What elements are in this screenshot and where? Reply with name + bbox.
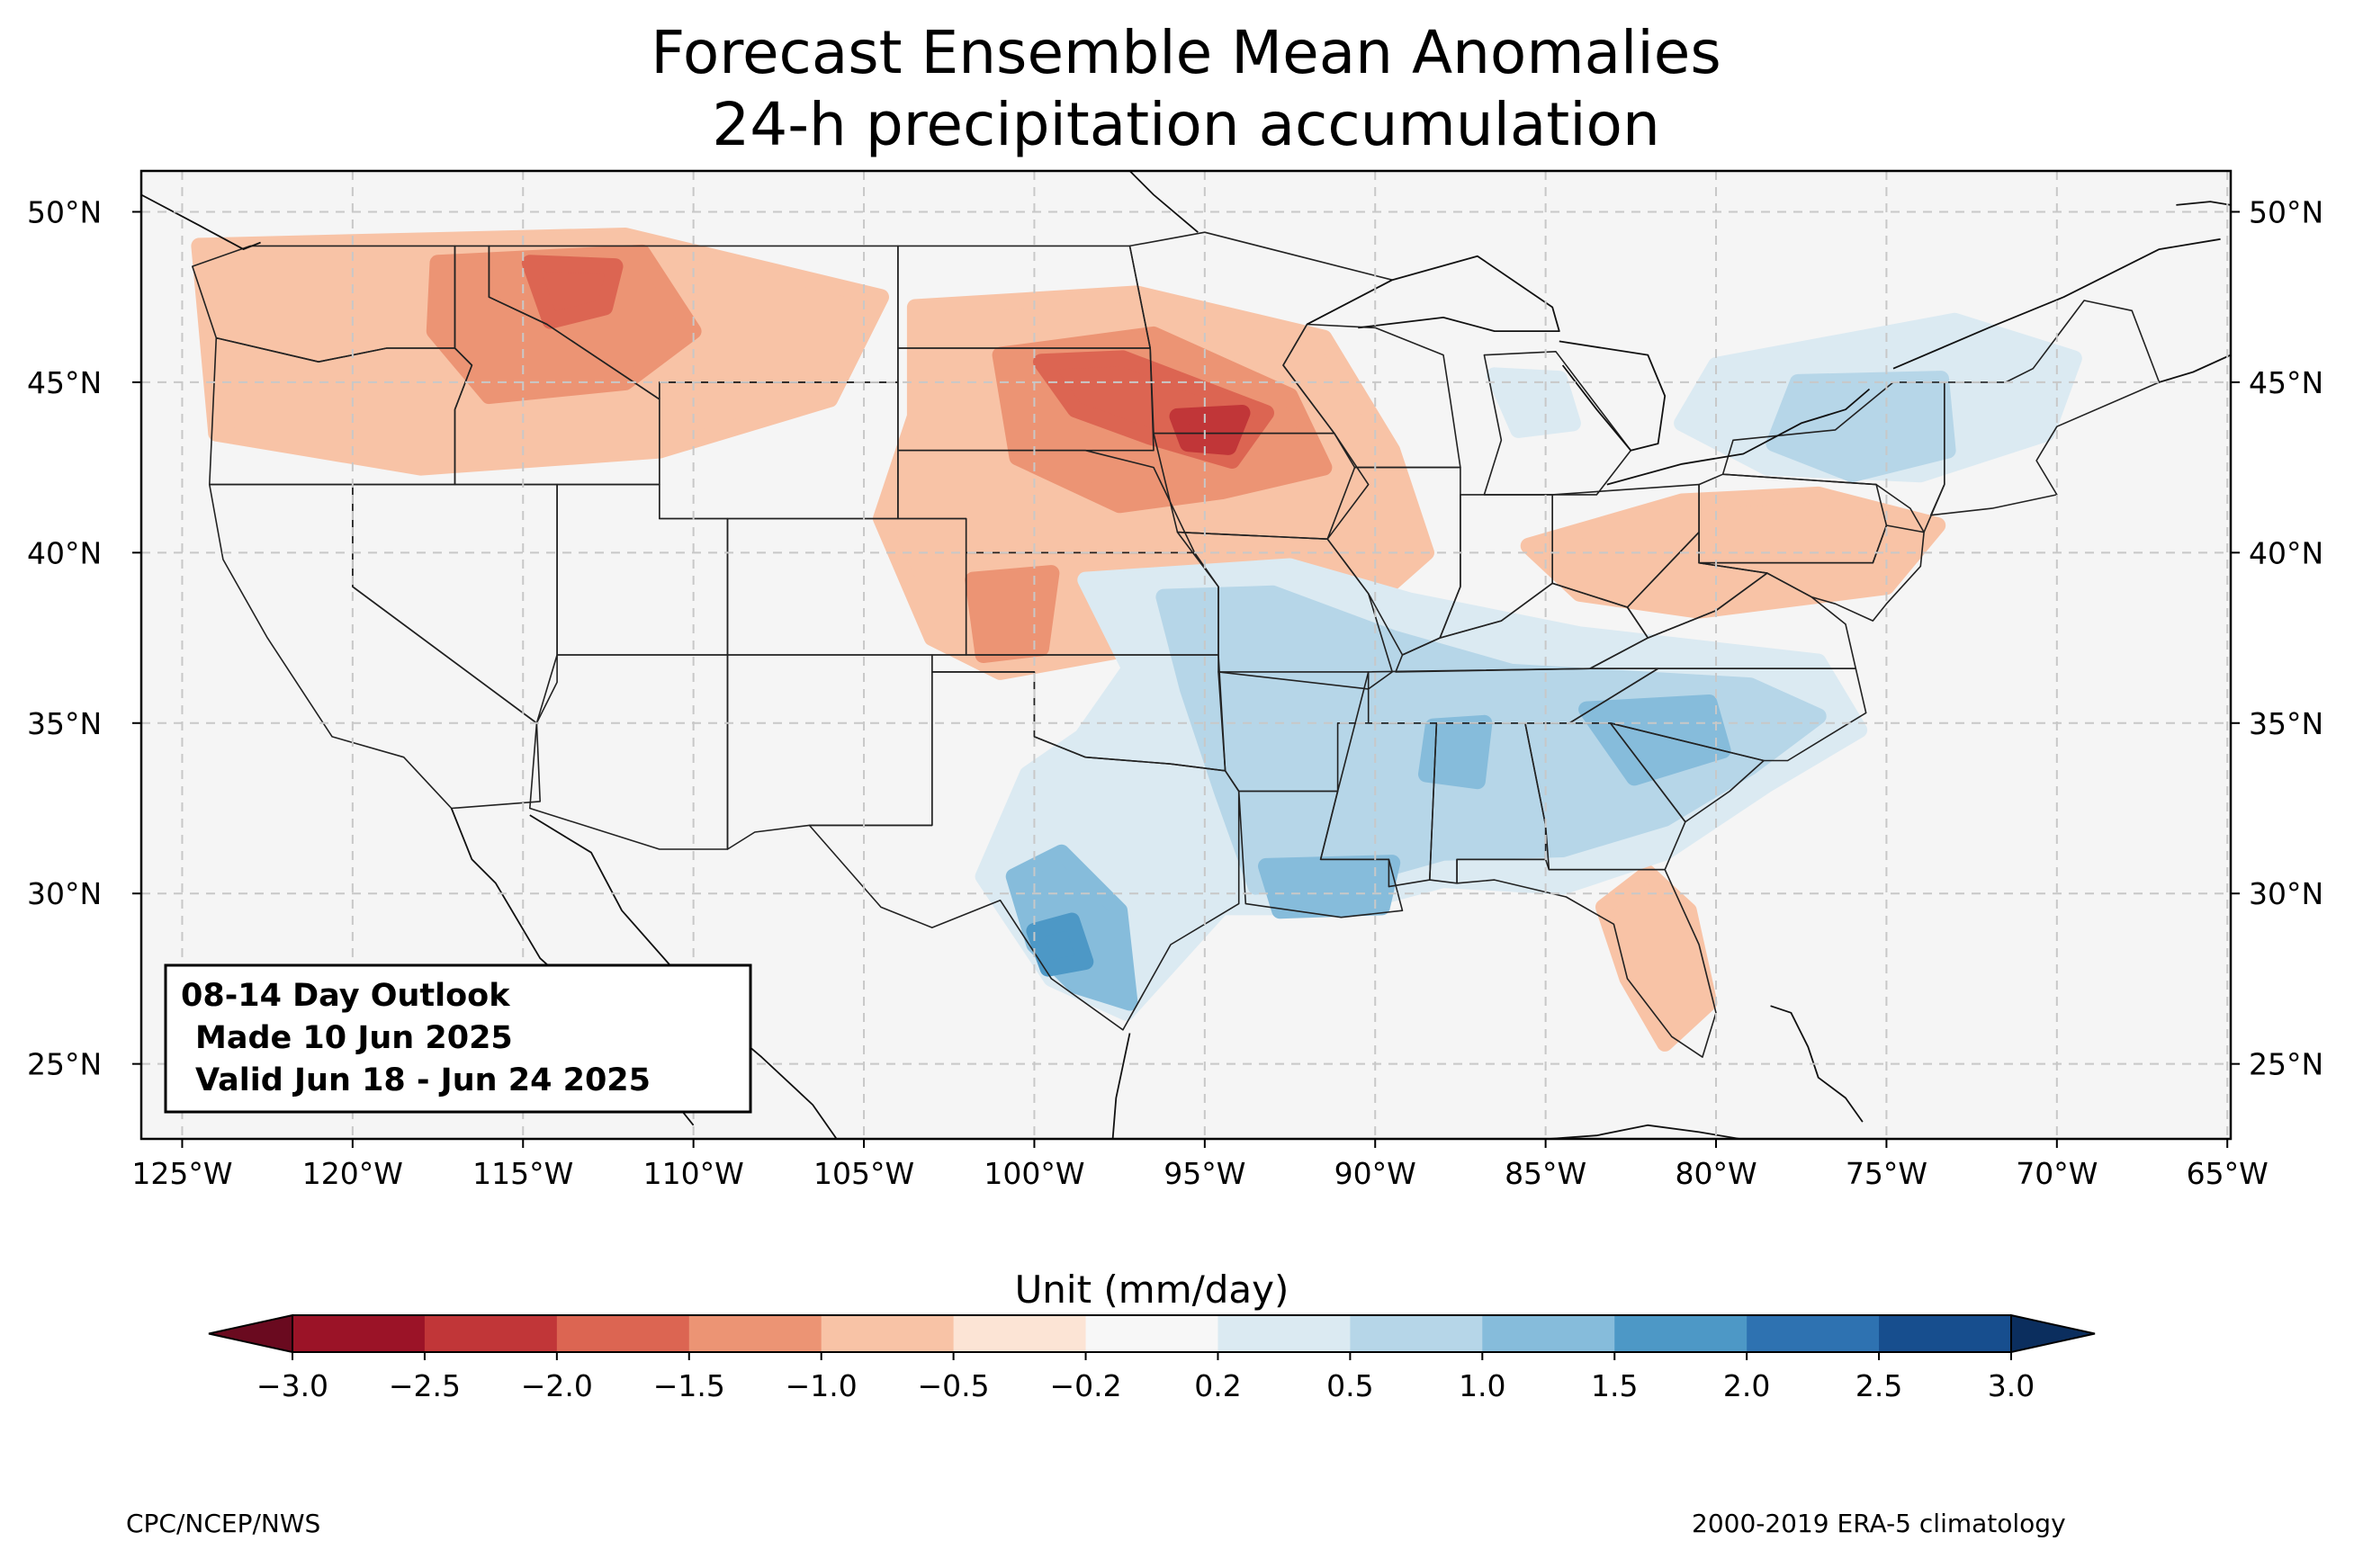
colorbar-tick-label: 2.5 [1855, 1368, 1902, 1403]
lat-tick-label-left: 40°N [27, 535, 102, 570]
lon-tick-label: 85°W [1505, 1156, 1586, 1191]
coast-maritimes [2159, 354, 2231, 383]
coast-lake-winnipeg-area [1128, 171, 1199, 233]
lon-tick-label: 80°W [1675, 1156, 1757, 1191]
anomaly-area-montana-core [521, 255, 624, 329]
coast-yucatan-cuba [1549, 1124, 1740, 1139]
state-iowa [1153, 432, 1370, 541]
lon-tick-label: 75°W [1846, 1156, 1927, 1191]
lat-tick-label-right: 25°N [2249, 1047, 2323, 1082]
colorbar-segment [1217, 1315, 1351, 1352]
colorbar-tick-label: 0.5 [1326, 1368, 1373, 1403]
lat-tick-label-right: 45°N [2249, 365, 2323, 400]
lon-tick-label: 100°W [984, 1156, 1084, 1191]
colorbar-segment [1085, 1315, 1218, 1352]
state-mid-atlantic [1698, 524, 1925, 622]
anomaly-area-louisiana-wet [1258, 855, 1401, 919]
colorbar-tick-label: 3.0 [1988, 1368, 2035, 1403]
coast-lake-superior [1307, 255, 1560, 333]
colorbar-segment [1879, 1315, 2012, 1352]
state-south-dakota [897, 347, 1155, 452]
colorbar-segment [1482, 1315, 1615, 1352]
lat-tick-label-left: 45°N [27, 365, 102, 400]
map-title: Forecast Ensemble Mean Anomalies [651, 18, 1721, 87]
map-subtitle: 24-h precipitation accumulation [712, 90, 1660, 159]
colorbar-label: Unit (mm/day) [1015, 1268, 1289, 1312]
colorbar: −3.0 −2.5 −2.0 −1.5 −1.0 −0.5 −0.2 0.2 0.5 1.0 1.5… [208, 1313, 2096, 1403]
anomaly-area-kansas-dry [965, 565, 1060, 663]
colorbar-segment [1614, 1315, 1748, 1352]
colorbar-tick-label: −0.5 [918, 1368, 990, 1403]
anomaly-area-southeast-wet [1155, 585, 1827, 895]
colorbar-segment [1350, 1315, 1483, 1352]
lat-tick-label-right: 30°N [2249, 876, 2323, 911]
colorbar-segment [292, 1315, 426, 1352]
colorbar-segment [953, 1315, 1087, 1352]
lat-tick-label-left: 25°N [27, 1047, 102, 1082]
coast-lake-huron [1559, 340, 1667, 452]
colorbar-tick-label: −0.2 [1049, 1368, 1121, 1403]
outlook-info-box: 08-14 Day Outlook Made 10 Jun 2025 Valid… [164, 963, 752, 1114]
state-florida [1456, 858, 1717, 1058]
anomaly-area-south-texas-core [1026, 912, 1094, 977]
lon-tick-label: 120°W [302, 1156, 403, 1191]
state-new-england [1929, 300, 2161, 516]
lat-tick-label-right: 50°N [2249, 194, 2323, 229]
colorbar-segment [424, 1315, 558, 1352]
lon-tick-label: 105°W [813, 1156, 914, 1191]
colorbar-tick-label: 1.5 [1591, 1368, 1638, 1403]
anomaly-area-new-york-wet [1766, 371, 1956, 483]
lon-tick-label: 70°W [2016, 1156, 2098, 1191]
lon-tick-label: 90°W [1334, 1156, 1416, 1191]
colorbar-tick-label: 2.0 [1723, 1368, 1770, 1403]
coast-lake-ontario-erie [1606, 388, 1871, 486]
anomaly-area-mississippi-wet [1418, 714, 1493, 790]
anomaly-area-michigan-wet [1486, 367, 1581, 438]
lon-tick-label: 95°W [1164, 1156, 1245, 1191]
lat-tick-label-right: 35°N [2249, 706, 2323, 741]
colorbar-tick-label: 1.0 [1459, 1368, 1505, 1403]
colorbar-tick-label: −1.0 [786, 1368, 858, 1403]
coast-bahamas [1770, 1005, 1864, 1123]
coast-gulf-of-st-lawrence [2176, 201, 2231, 206]
lon-tick-label: 125°W [131, 1156, 232, 1191]
outlook-period: 08-14 Day Outlook [181, 978, 510, 1014]
lon-tick-label: 110°W [643, 1156, 744, 1191]
lat-tick-label-left: 35°N [27, 706, 102, 741]
anomaly-area-minnesota-peak [1169, 405, 1251, 455]
axis-ticks: 125°W 120°W 115°W 110°W 105°W 100°W 95°W 90°W 85… [27, 194, 2323, 1191]
anomaly-contours [191, 228, 2082, 1052]
colorbar-tick-label: −2.5 [389, 1368, 461, 1403]
colorbar-segment [821, 1315, 955, 1352]
coast-gulf-mexico-coast [1111, 1033, 1131, 1139]
colorbar-tick-label: −1.5 [653, 1368, 725, 1403]
source-credit: CPC/NCEP/NWS [126, 1509, 321, 1538]
coast-canada-line-west [141, 193, 261, 251]
state-michigan [1483, 350, 1632, 496]
map-frame [139, 169, 2233, 1141]
colorbar-segment [556, 1315, 690, 1352]
colorbar-tick-label: 0.2 [1194, 1368, 1241, 1403]
lon-tick-label: 115°W [472, 1156, 573, 1191]
lon-tick-label: 65°W [2187, 1156, 2269, 1191]
colorbar-segment [688, 1315, 822, 1352]
lat-tick-label-left: 30°N [27, 876, 102, 911]
colorbar-tick-label: −2.0 [521, 1368, 593, 1403]
colorbar-over-arrow [2010, 1313, 2096, 1354]
coast-st-lawrence [1892, 237, 2221, 370]
lat-tick-label-left: 50°N [27, 194, 102, 229]
outlook-made-date: Made 10 Jun 2025 [195, 1020, 513, 1056]
colorbar-tick-label: −3.0 [256, 1368, 328, 1403]
state-boundaries [192, 231, 2161, 1058]
colorbar-segment [1747, 1315, 1880, 1352]
outlook-valid-dates: Valid Jun 18 - Jun 24 2025 [195, 1062, 651, 1098]
climatology-note: 2000-2019 ERA-5 climatology [1692, 1509, 2066, 1538]
lat-tick-label-right: 40°N [2249, 535, 2323, 570]
anomaly-area-florida-dry [1595, 865, 1718, 1052]
colorbar-under-arrow [208, 1313, 293, 1354]
